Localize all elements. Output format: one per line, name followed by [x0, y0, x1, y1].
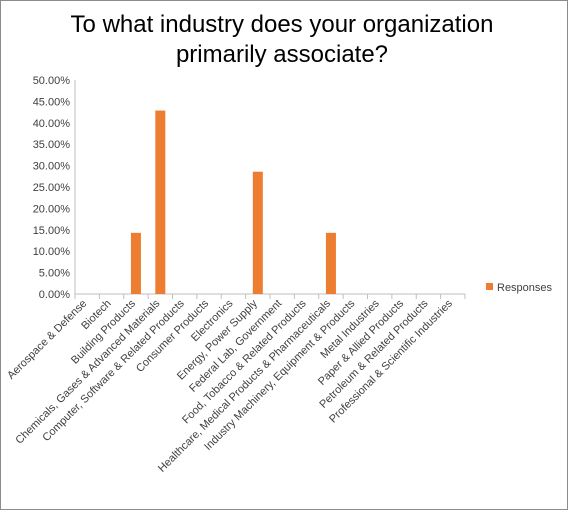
legend-label: Responses	[497, 282, 553, 294]
y-tick-label: 10.00%	[33, 246, 71, 258]
bar	[325, 232, 336, 294]
y-tick-label: 50.00%	[33, 75, 71, 87]
y-tick-label: 15.00%	[33, 225, 71, 237]
y-tick-label: 5.00%	[39, 268, 70, 280]
y-tick-label: 25.00%	[33, 182, 71, 194]
y-tick-label: 45.00%	[33, 96, 71, 108]
x-category-label: Aerospace & Defense	[5, 298, 89, 382]
legend-swatch	[486, 283, 493, 290]
y-tick-label: 35.00%	[33, 139, 71, 151]
bar	[155, 110, 166, 294]
chart-title: To what industry does your organization …	[70, 11, 494, 68]
bar	[252, 171, 263, 294]
bar	[130, 232, 141, 294]
y-tick-label: 30.00%	[33, 161, 71, 173]
y-tick-label: 20.00%	[33, 203, 71, 215]
y-tick-label: 0.00%	[39, 289, 70, 301]
y-tick-label: 40.00%	[33, 118, 71, 130]
